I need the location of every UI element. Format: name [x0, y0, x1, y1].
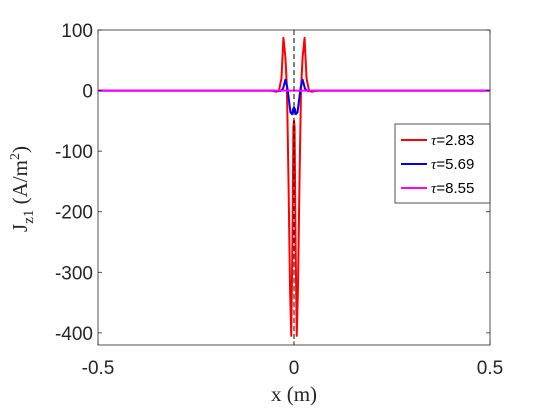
y-tick-label: 0 — [82, 82, 93, 103]
legend-entry-3: τ=8.55 — [401, 180, 474, 197]
y-tick-label: -300 — [55, 263, 93, 284]
series-line-2 — [98, 78, 490, 116]
y-tick-label: -400 — [55, 324, 93, 345]
legend-label-1: τ=2.83 — [431, 132, 474, 149]
x-tick-label: 0 — [289, 358, 300, 379]
y-tick-label: 100 — [61, 21, 93, 42]
plot-lines — [98, 30, 490, 345]
legend-label-3: τ=8.55 — [431, 180, 474, 197]
legend-label-2: τ=5.69 — [431, 156, 474, 173]
legend-entry-2: τ=5.69 — [401, 156, 474, 173]
axis-ticks: -0.5 0 0.5 100 0 -100 -200 -300 -400 — [55, 21, 503, 379]
y-axis-label: Jz1 (A/m2) — [8, 146, 37, 232]
x-tick-label: -0.5 — [82, 358, 115, 379]
y-tick-label: -200 — [55, 203, 93, 224]
legend: τ=2.83 τ=5.69 τ=8.55 — [394, 123, 491, 204]
x-axis-label: x (m) — [271, 382, 317, 406]
legend-entry-1: τ=2.83 — [401, 132, 474, 149]
y-tick-label: -100 — [55, 142, 93, 163]
x-tick-label: 0.5 — [477, 358, 503, 379]
